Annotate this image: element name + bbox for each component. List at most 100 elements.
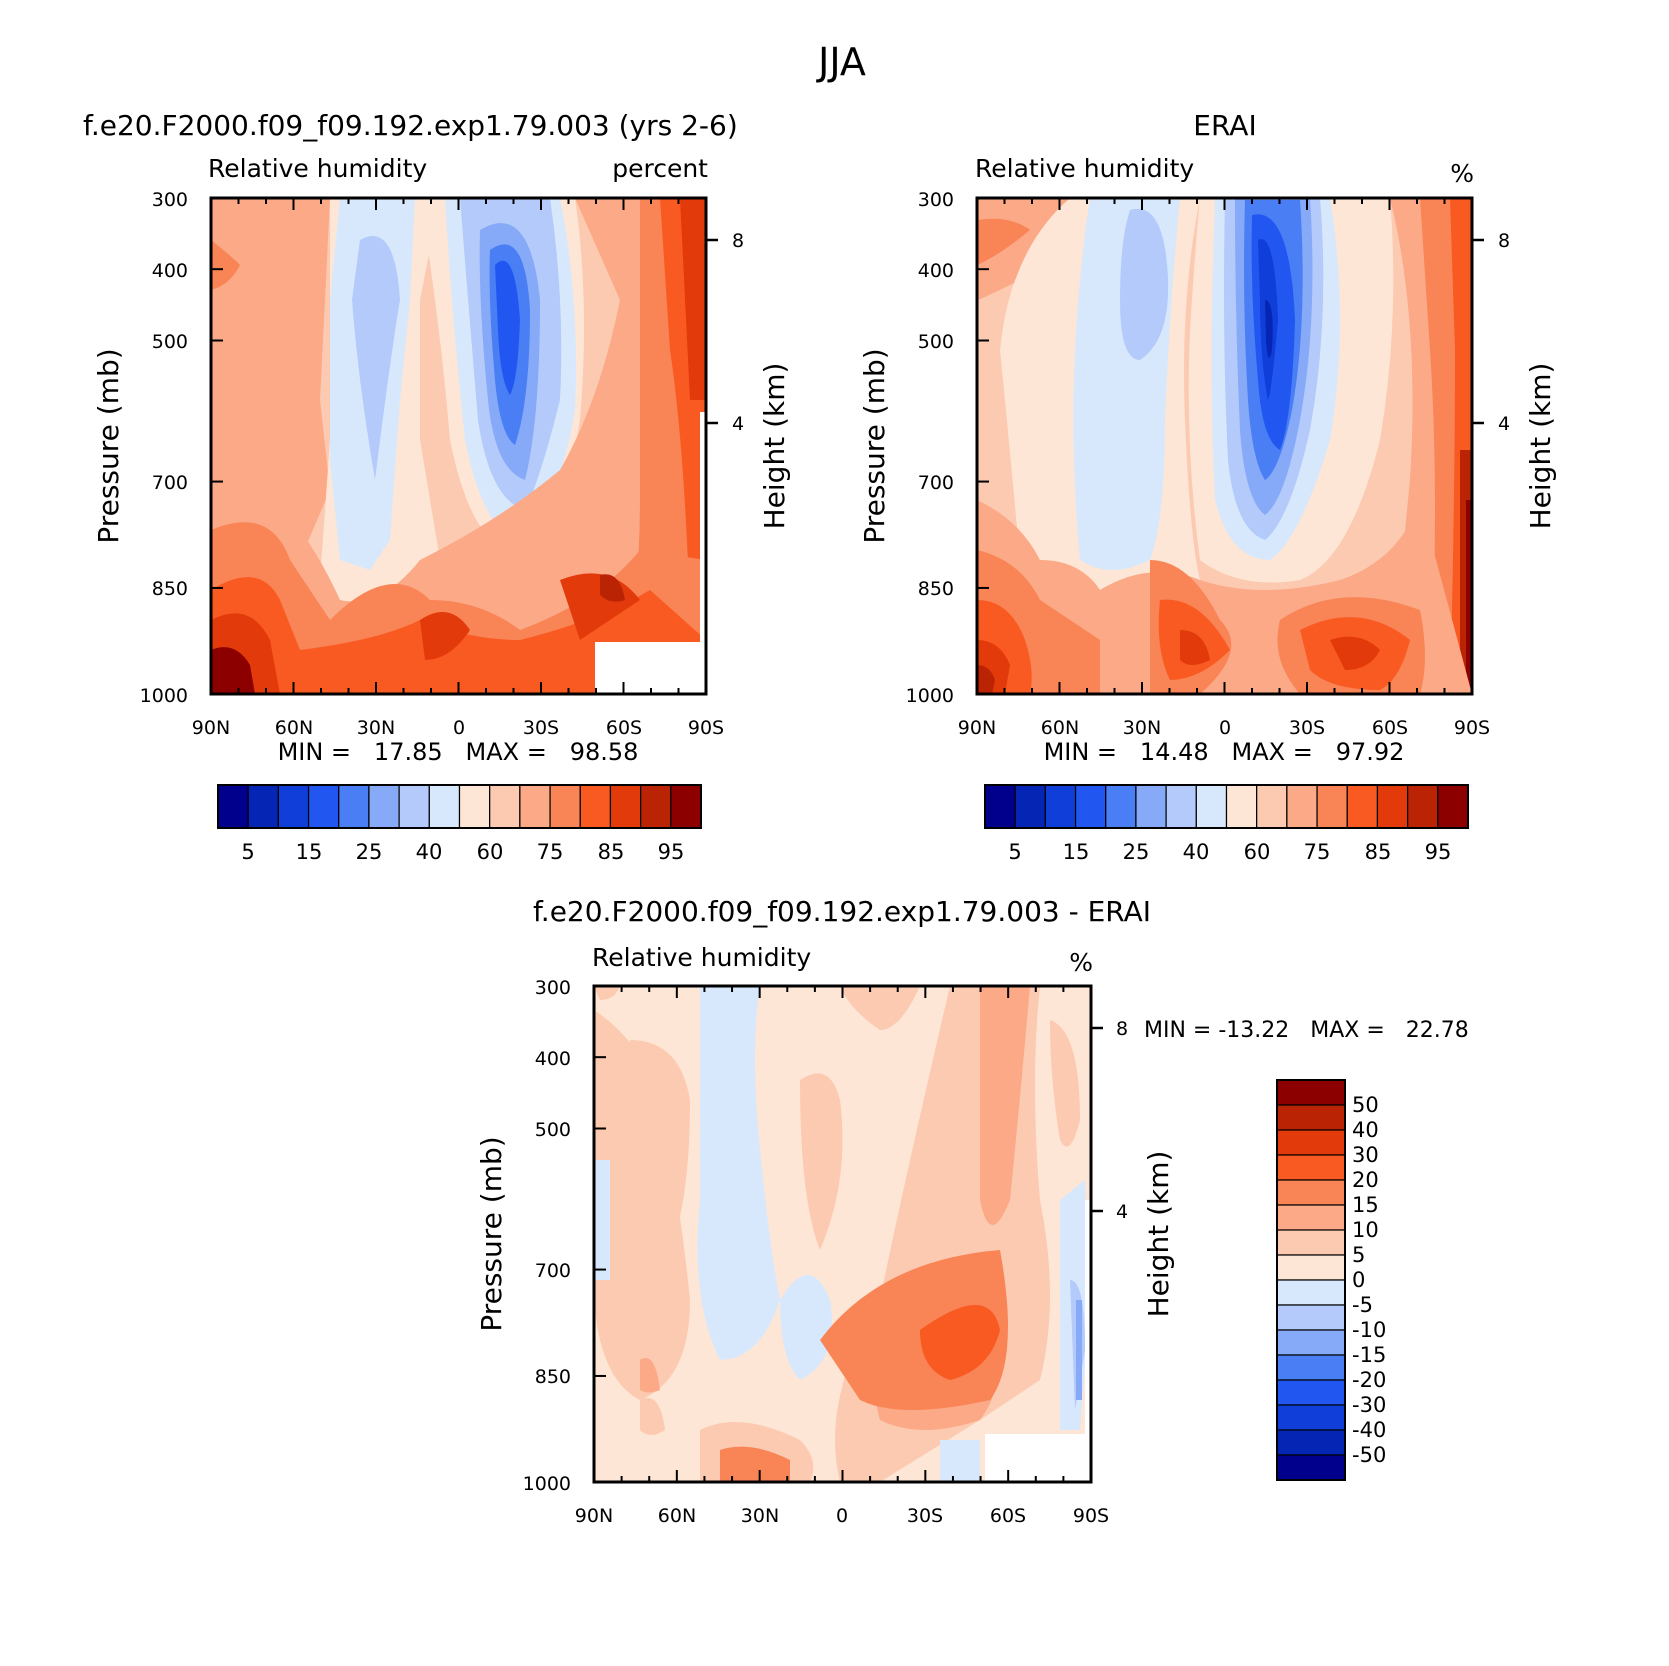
contour-field [594,986,1091,1482]
variable-label: Relative humidity [592,943,811,972]
colorbar-swatch [1276,1379,1346,1406]
units-label: % [1450,159,1474,188]
units-label: % [1069,948,1093,977]
colorbar-label: 50 [1352,1093,1379,1117]
x-tick-label: 30S [523,717,559,739]
y-tick-label: 500 [152,331,188,353]
x-tick-label: 0 [836,1505,848,1527]
colorbar-swatch [1225,784,1258,829]
x-tick-label: 90N [575,1505,613,1527]
colorbar-swatch [277,784,310,829]
height-ticks: 8 4 [1091,1018,1128,1223]
colorbar-label: 20 [1352,1168,1379,1192]
colorbar-swatch [1316,784,1348,829]
variable-label: Relative humidity [975,154,1194,183]
colorbar-swatch [1276,1454,1346,1481]
colorbar-frame [1276,1079,1346,1481]
colorbar-label: 75 [537,840,564,864]
colorbar-swatch [1276,1404,1346,1431]
colorbar-swatch [247,784,279,829]
colorbar-label: 40 [416,840,443,864]
units-label: percent [612,154,708,183]
colorbar-label: -50 [1352,1443,1386,1467]
colorbar-swatch [1014,784,1046,829]
y-tick-label: 300 [535,977,571,999]
colorbar-label: 25 [1123,840,1150,864]
colorbar-label: 85 [598,840,625,864]
colorbar-swatch [1276,1329,1346,1356]
colorbar-label: 15 [296,840,323,864]
x-tick-labels: 90N 60N 30N 0 30S 60S 90S [192,717,724,739]
colorbar-swatch [1276,1154,1346,1181]
contour-field [211,198,706,694]
colorbar-label: 5 [1352,1243,1365,1267]
height-ticks: 8 4 [1472,230,1510,435]
colorbar-swatch [1044,784,1077,829]
height-tick-label: 8 [1498,230,1510,252]
colorbar-swatch [458,784,491,829]
y-tick-label: 400 [535,1048,571,1070]
colorbar-swatch [428,784,461,829]
colorbar-label: -10 [1352,1318,1386,1342]
colorbar-swatch [984,784,1016,829]
min-max-stats: MIN = -13.22 MAX = 22.78 [1144,1018,1469,1043]
colorbar-swatch [1276,1104,1346,1131]
y-tick-label: 300 [918,189,954,211]
colorbar-labels: 5 15 25 40 60 75 85 95 [241,840,684,864]
colorbar-swatch [1276,1279,1346,1306]
variable-label: Relative humidity [208,154,427,183]
colorbar-label: 25 [356,840,383,864]
colorbar-swatch [609,784,642,829]
x-tick-label: 60N [1041,717,1079,739]
y-tick-label: 1000 [523,1473,571,1495]
colorbar-swatch [670,784,702,829]
y-tick-label: 850 [535,1366,571,1388]
colorbar-label: 40 [1183,840,1210,864]
colorbar-label: 10 [1352,1218,1379,1242]
colorbar-swatch [1276,1354,1346,1381]
height-tick-label: 4 [1116,1201,1128,1223]
y-tick-labels: 300 400 500 700 850 1000 [906,189,954,707]
y-tick-label: 1000 [140,685,188,707]
panel-erai: ERAI Relative humidity % [858,109,1557,864]
colorbar-swatch [1074,784,1107,829]
colorbar-swatch [1105,784,1137,829]
min-max-stats: MIN = 17.85 MAX = 98.58 [278,738,639,766]
x-tick-labels: 90N 60N 30N 0 30S 60S 90S [958,717,1490,739]
axis-ticks [210,197,707,695]
colorbar-swatch [1276,1129,1346,1156]
x-tick-label: 90N [192,717,230,739]
colorbar-label: 5 [241,840,254,864]
x-tick-label: 30S [907,1505,943,1527]
panel-title: f.e20.F2000.f09_f09.192.exp1.79.003 - ER… [533,895,1151,928]
y-axis-label: Pressure (mb) [475,1136,508,1331]
colorbar-swatch [1286,784,1318,829]
colorbar-swatch [519,784,551,829]
x-tick-label: 0 [1219,717,1231,739]
colorbar-swatch [1276,1229,1346,1256]
axis-ticks [976,197,1473,695]
x-tick-label: 30N [741,1505,779,1527]
colorbar-label: -5 [1352,1293,1373,1317]
x-tick-label: 60S [606,717,642,739]
colorbar-swatch [1256,784,1288,829]
height-tick-label: 8 [1116,1018,1128,1040]
colorbar-label: -40 [1352,1418,1386,1442]
height-tick-label: 4 [1498,413,1510,435]
axis-ticks [593,985,1092,1483]
colorbar-swatch [579,784,612,829]
colorbar-label: 95 [1425,840,1452,864]
y-axis-label: Pressure (mb) [858,348,891,543]
colorbar-label: -30 [1352,1393,1386,1417]
colorbar-swatch [398,784,430,829]
figure-title: JJA [816,40,866,84]
y-tick-label: 400 [918,260,954,282]
x-tick-label: 0 [453,717,465,739]
colorbar-swatch [549,784,581,829]
colorbar [1276,1079,1346,1481]
y-tick-label: 1000 [906,685,954,707]
y-axis-label-right: Height (km) [758,363,791,530]
colorbar-swatch [1276,1179,1346,1206]
y-axis-label: Pressure (mb) [92,348,125,543]
